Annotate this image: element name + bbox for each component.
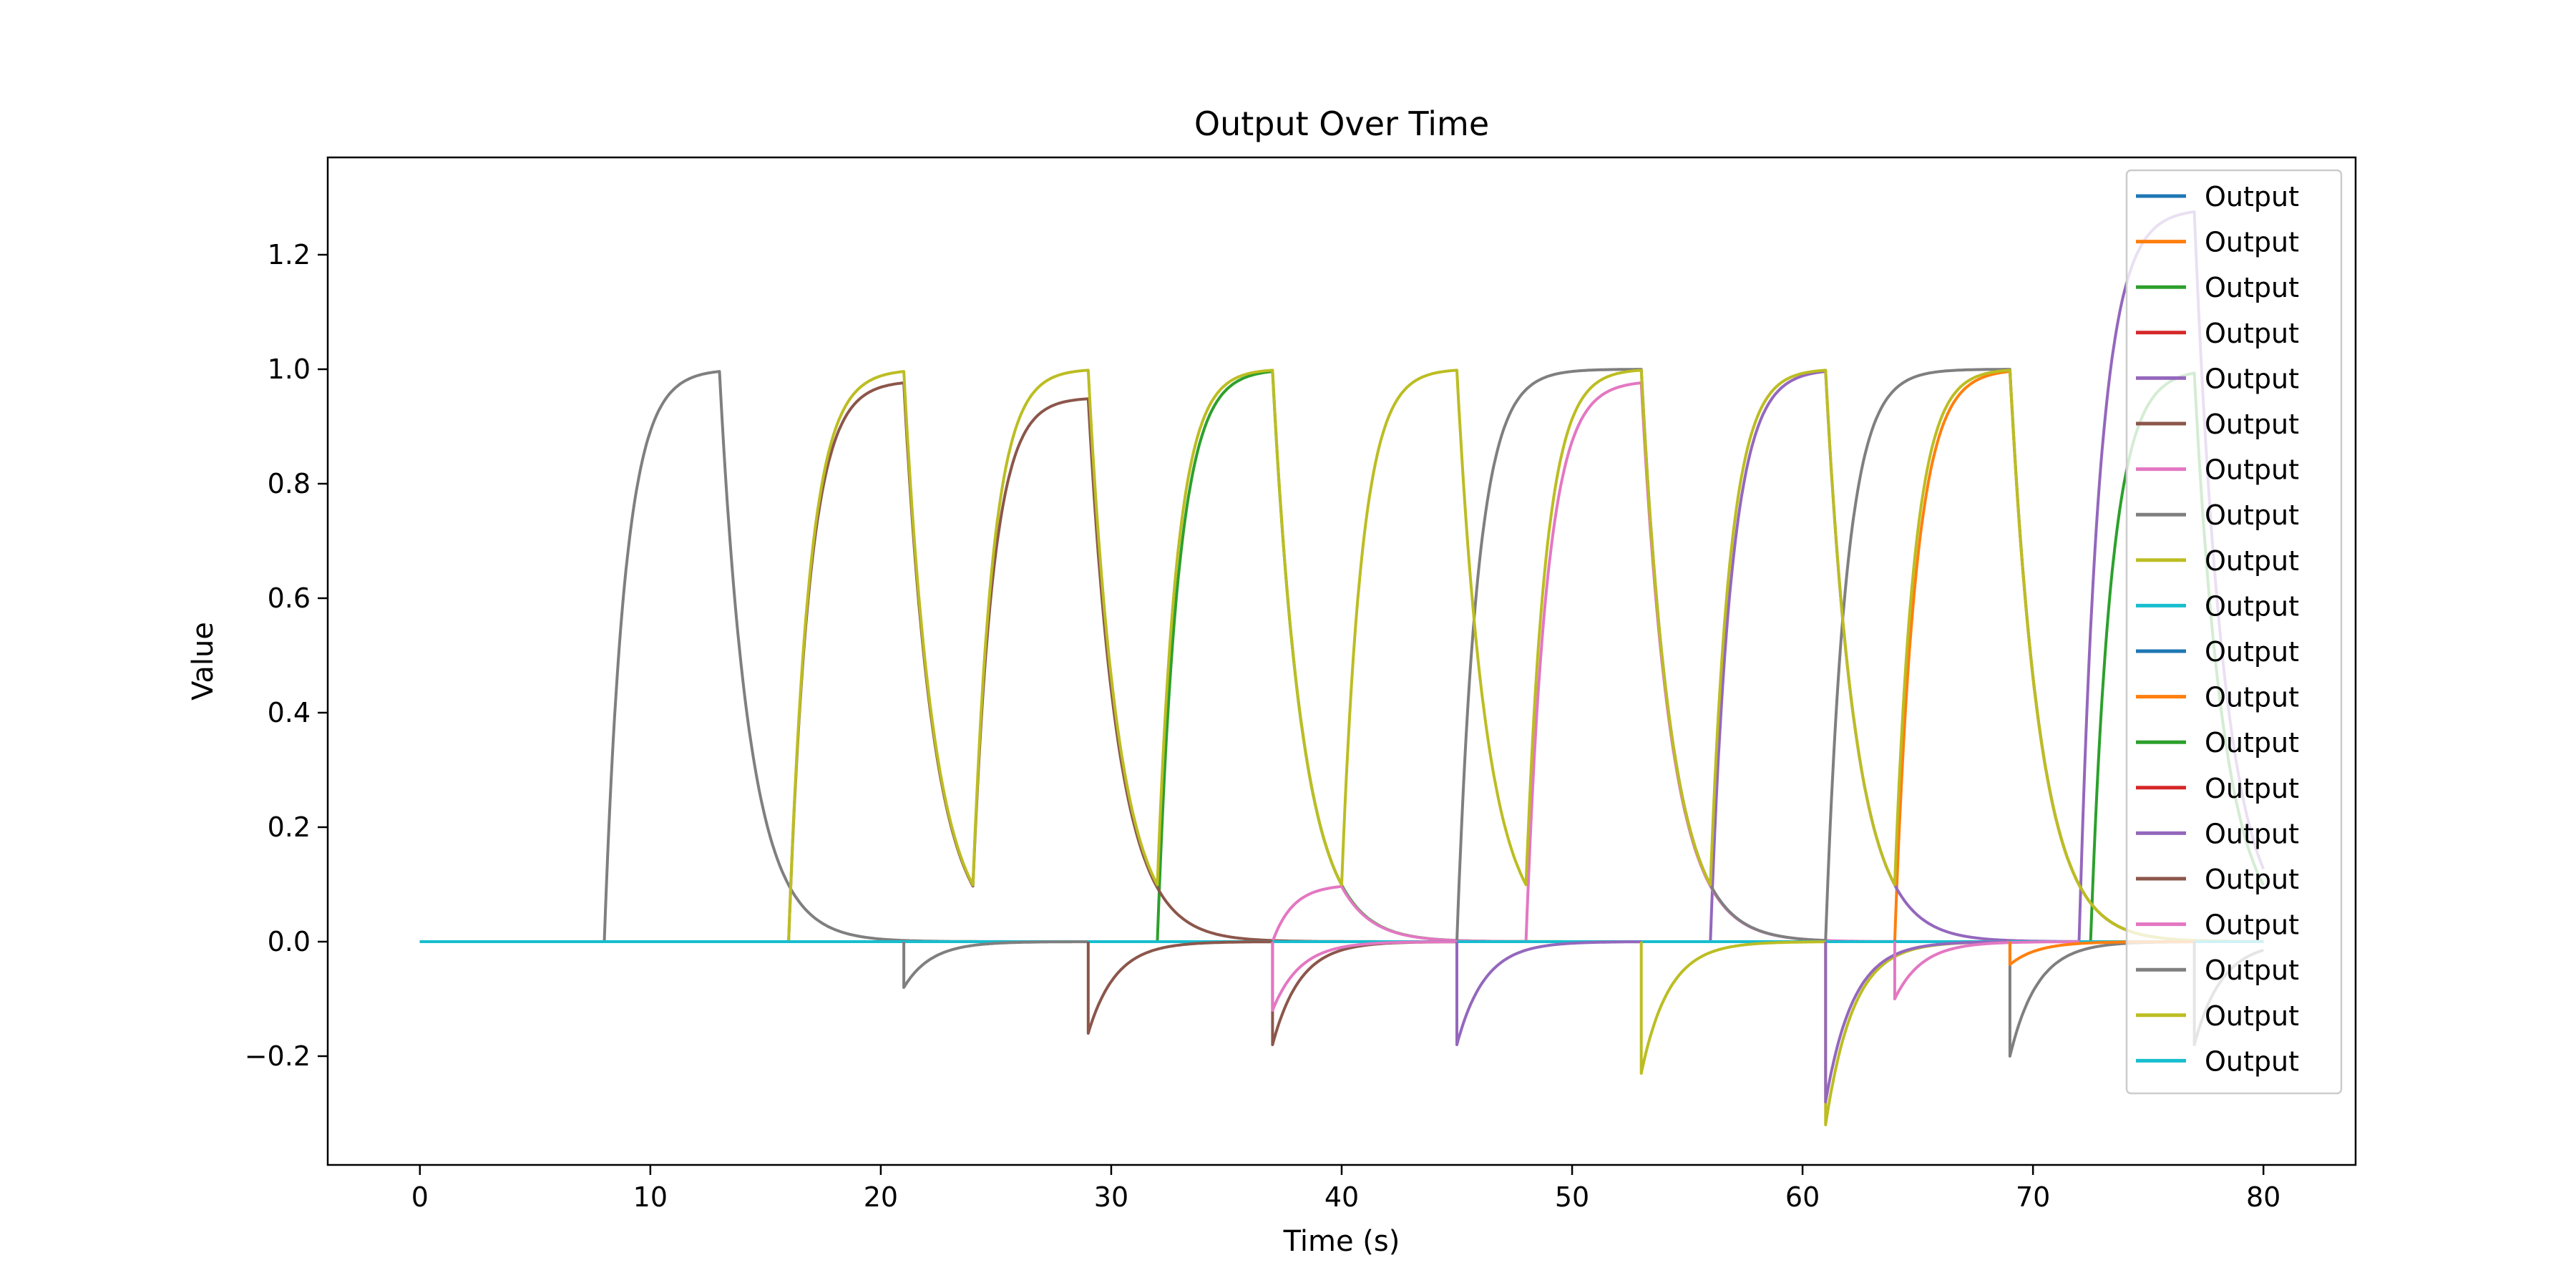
legend-label: Output (2205, 818, 2299, 849)
y-axis: −0.2 0.0 0.2 0.4 0.6 0.8 1.0 1.2 (245, 239, 328, 1072)
x-tick-label: 60 (1785, 1181, 1820, 1213)
x-tick-label: 0 (411, 1181, 429, 1213)
y-axis-label: Value (187, 622, 220, 701)
legend-label: Output (2205, 227, 2299, 258)
legend-label: Output (2205, 864, 2299, 895)
x-tick-label: 20 (864, 1181, 898, 1213)
legend-label: Output (2205, 454, 2299, 486)
legend-label: Output (2205, 272, 2299, 303)
legend-label: Output (2205, 590, 2299, 622)
negative-dip-5 (1455, 940, 1641, 1046)
y-tick-label: −0.2 (245, 1040, 311, 1072)
y-tick-label: 0.4 (268, 697, 311, 728)
legend-label: Output (2205, 955, 2299, 986)
x-axis-label: Time (s) (1283, 1225, 1400, 1258)
legend-label: Output (2205, 499, 2299, 531)
legend-label: Output (2205, 318, 2299, 349)
legend-label: Output (2205, 1000, 2299, 1032)
legend-label: Output (2205, 363, 2299, 394)
negative-dip-4 (1271, 940, 1458, 1012)
x-axis: 0 10 20 30 40 50 60 70 80 (411, 1165, 2280, 1213)
series-layer (419, 210, 2265, 1126)
x-tick-label: 80 (2246, 1181, 2280, 1213)
legend: Output Output Output Output Output Output Outp… (2125, 169, 2343, 1095)
legend-label: Output (2205, 1045, 2299, 1077)
legend-label: Output (2205, 682, 2299, 713)
legend-label: Output (2205, 636, 2299, 668)
chart-title: Output Over Time (1194, 104, 1489, 143)
legend-label: Output (2205, 409, 2299, 440)
negative-dip-1 (902, 940, 1088, 989)
negative-dip-8 (1824, 940, 2011, 1103)
y-tick-label: 0.8 (268, 468, 311, 499)
y-tick-label: 0.6 (268, 582, 311, 614)
y-tick-label: 1.0 (268, 353, 311, 385)
legend-label: Output (2205, 181, 2299, 213)
x-tick-label: 70 (2016, 1181, 2050, 1213)
x-tick-label: 50 (1555, 1181, 1589, 1213)
negative-dip-6 (1639, 940, 1826, 1075)
negative-dip-2 (1086, 940, 1273, 1035)
y-tick-label: 0.2 (268, 811, 311, 843)
legend-label: Output (2205, 773, 2299, 804)
legend-box (2125, 169, 2343, 1095)
x-tick-label: 10 (633, 1181, 668, 1213)
negative-dip-9 (1893, 940, 2079, 1000)
y-tick-label: 0.0 (268, 926, 311, 957)
x-tick-label: 30 (1094, 1181, 1128, 1213)
legend-label: Output (2205, 727, 2299, 758)
y-tick-label: 1.2 (268, 239, 311, 270)
legend-label: Output (2205, 909, 2299, 941)
legend-label: Output (2205, 545, 2299, 577)
x-tick-label: 40 (1324, 1181, 1359, 1213)
